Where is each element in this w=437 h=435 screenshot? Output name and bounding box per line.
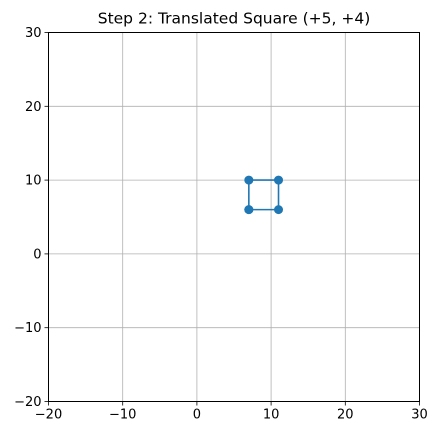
grid-layer bbox=[48, 32, 420, 402]
tick-layer: −20 −10 0 10 20 30 −20 −10 0 10 20 30 bbox=[14, 26, 428, 423]
plot-frame bbox=[48, 32, 420, 402]
x-tick-label: −10 bbox=[109, 408, 136, 423]
x-tick-label: −20 bbox=[35, 408, 62, 423]
y-tick-label: 20 bbox=[25, 100, 42, 115]
x-tick-label: 0 bbox=[193, 408, 201, 423]
chart-title: Step 2: Translated Square (+5, +4) bbox=[98, 10, 371, 28]
data-point bbox=[274, 205, 284, 215]
series-line bbox=[248, 179, 280, 211]
data-point bbox=[274, 175, 284, 185]
y-tick-label: 30 bbox=[25, 26, 42, 41]
x-tick-label: 10 bbox=[263, 408, 280, 423]
x-tick-label: 20 bbox=[337, 408, 354, 423]
series-layer bbox=[244, 175, 284, 215]
y-tick-label: 0 bbox=[33, 247, 41, 262]
data-point bbox=[244, 175, 254, 185]
y-tick-label: −10 bbox=[14, 321, 41, 336]
x-tick-label: 30 bbox=[411, 408, 428, 423]
data-point bbox=[244, 205, 254, 215]
y-tick-label: 10 bbox=[25, 174, 42, 189]
y-tick-label: −20 bbox=[14, 395, 41, 410]
